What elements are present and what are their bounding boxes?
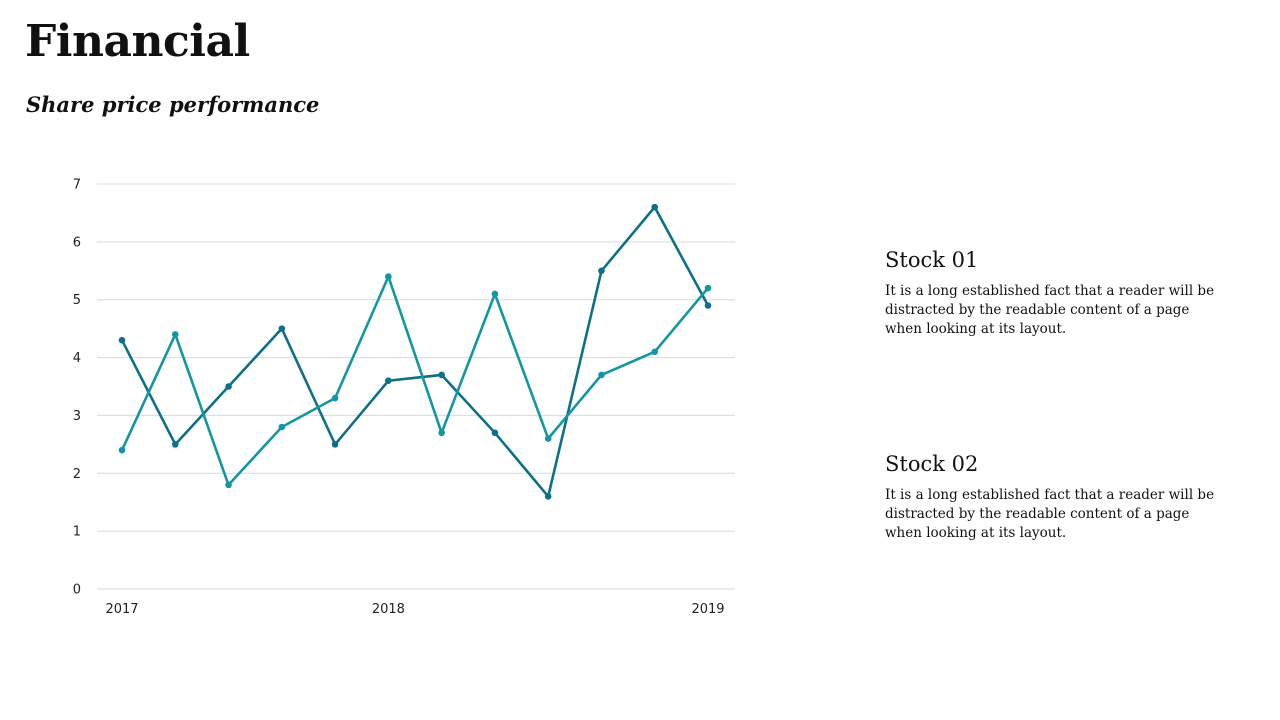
data-point <box>385 273 392 280</box>
y-tick-label: 6 <box>73 235 81 250</box>
legend-stock-01: Stock 01 It is a long established fact t… <box>885 248 1225 339</box>
series-line <box>120 273 709 488</box>
y-tick-label: 3 <box>73 409 81 424</box>
data-point <box>704 284 712 292</box>
series-layer <box>118 203 712 500</box>
y-tick-label: 2 <box>73 467 81 482</box>
data-point <box>278 423 286 431</box>
legend-description: It is a long established fact that a rea… <box>885 487 1215 541</box>
x-tick-label: 2017 <box>105 602 138 617</box>
page-subtitle: Share price performance <box>26 92 320 117</box>
data-point <box>385 377 392 385</box>
y-axis-tick-labels: 0 1 2 3 4 5 6 7 <box>73 178 81 598</box>
data-point <box>118 336 126 344</box>
y-tick-label: 4 <box>73 351 81 366</box>
y-tick-label: 0 <box>73 583 81 598</box>
data-point <box>118 446 126 454</box>
series-line <box>120 204 710 500</box>
data-point <box>438 429 445 437</box>
y-tick-label: 7 <box>73 178 81 193</box>
data-point <box>225 481 232 489</box>
data-point <box>438 371 445 379</box>
data-point <box>651 348 659 356</box>
legend-stock-02: Stock 02 It is a long established fact t… <box>885 452 1225 543</box>
legend-title: Stock 02 <box>885 452 979 476</box>
x-axis-tick-labels: 2017 2018 2019 <box>105 602 724 617</box>
data-point <box>598 371 605 379</box>
data-point <box>598 267 605 275</box>
series-2 <box>118 273 712 489</box>
y-tick-label: 1 <box>73 525 81 540</box>
data-point <box>544 435 552 442</box>
data-point <box>544 493 552 500</box>
data-point <box>331 441 339 448</box>
data-point <box>171 331 179 338</box>
data-point <box>704 302 712 309</box>
y-tick-label: 5 <box>73 293 81 308</box>
page-title: Financial <box>25 16 250 67</box>
data-point <box>491 429 499 437</box>
data-point <box>651 203 659 211</box>
legend-description: It is a long established fact that a rea… <box>885 283 1215 337</box>
data-point <box>331 394 339 402</box>
data-point <box>491 290 499 298</box>
data-point <box>225 383 232 390</box>
x-tick-label: 2019 <box>691 602 724 617</box>
legend-title: Stock 01 <box>885 248 979 272</box>
x-tick-label: 2018 <box>372 602 405 617</box>
series-1 <box>118 203 712 500</box>
line-chart: 0 1 2 3 4 5 6 7 2017 2018 2019 <box>73 178 735 617</box>
data-point <box>278 325 286 332</box>
data-point <box>171 441 179 448</box>
grid-lines <box>97 183 735 590</box>
